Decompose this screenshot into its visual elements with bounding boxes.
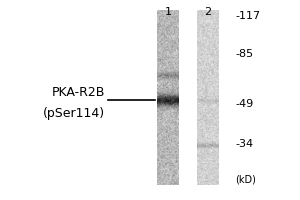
Text: -49: -49 — [235, 99, 253, 109]
Text: PKA-R2B: PKA-R2B — [52, 86, 105, 98]
Text: -34: -34 — [235, 139, 253, 149]
Text: (pSer114): (pSer114) — [43, 107, 105, 120]
Text: 2: 2 — [204, 7, 211, 17]
Text: -85: -85 — [235, 49, 253, 59]
Text: (kD): (kD) — [235, 175, 256, 185]
Text: 1: 1 — [164, 7, 172, 17]
Text: -117: -117 — [235, 11, 260, 21]
